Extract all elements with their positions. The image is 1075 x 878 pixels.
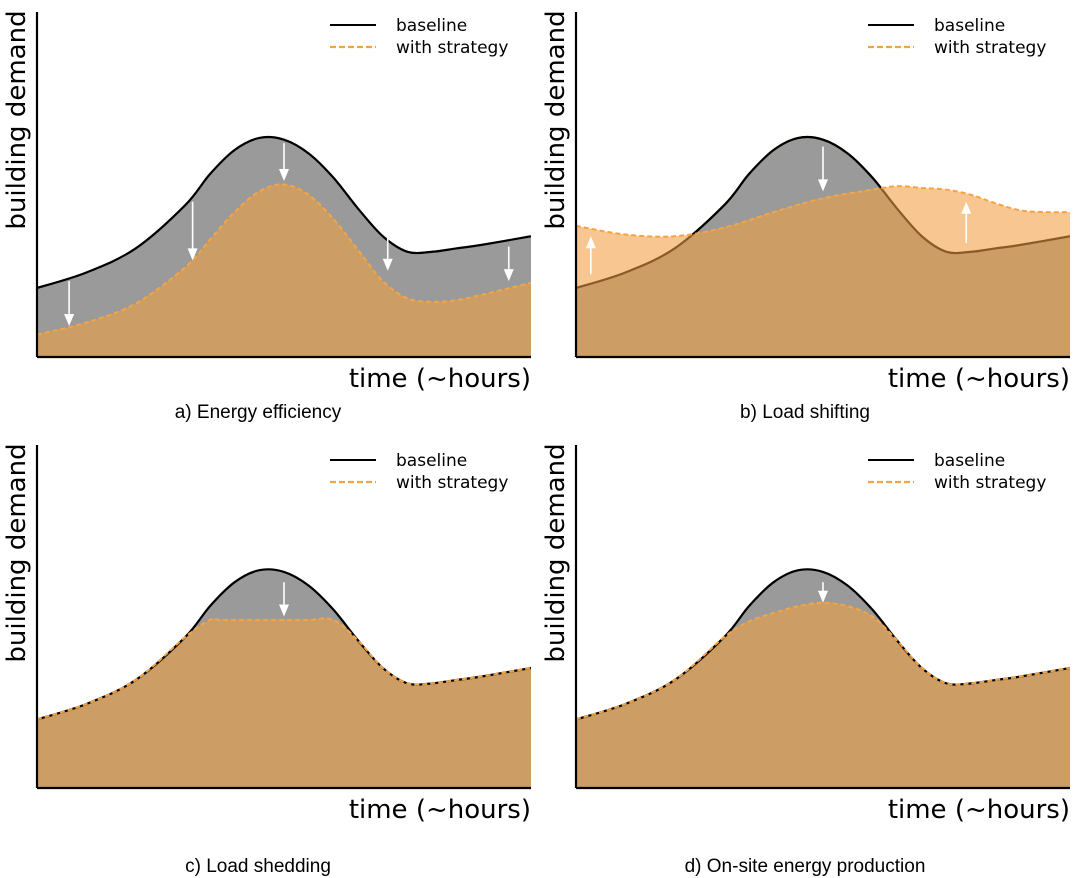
panel-caption: a) Energy efficiency: [175, 402, 342, 423]
baseline-line: [37, 135, 531, 290]
legend-label-baseline: baseline: [934, 451, 1005, 471]
area-layers: [37, 135, 531, 357]
y-axis-label: building demand: [2, 443, 32, 662]
strategy-line: [37, 183, 531, 336]
legend-label-baseline: baseline: [396, 16, 467, 36]
arrow-up-icon: [585, 236, 596, 275]
arrow-down-icon: [64, 281, 75, 326]
legend-label-baseline: baseline: [396, 451, 467, 471]
strategy-line: [576, 185, 1070, 238]
area-layers: [576, 568, 1070, 788]
baseline-line-peak: [576, 135, 1070, 237]
legend-label-strategy: with strategy: [934, 473, 1046, 493]
y-axis-label: building demand: [2, 10, 32, 229]
baseline-line: [576, 568, 1070, 721]
strategy-line: [37, 617, 531, 721]
strategy-area: [37, 184, 531, 357]
arrow-down-icon: [503, 246, 514, 282]
x-axis-label: time (~hours): [349, 795, 531, 825]
panel-caption: d) On-site energy production: [685, 856, 926, 877]
area-layers: [576, 135, 1070, 357]
area-layers: [37, 568, 531, 788]
strategy-area: [37, 618, 531, 788]
arrow-down-icon: [279, 582, 289, 617]
arrow-up-icon: [961, 201, 972, 244]
arrow-down-icon: [818, 582, 828, 603]
y-axis-label: building demand: [541, 10, 571, 229]
panel-on-site-energy-production: time (~hours) building demand d) On-site e…: [541, 443, 1070, 877]
panel-load-shifting: time (~hours) building demand b) Load shif…: [541, 10, 1070, 423]
arrow-down-icon: [279, 143, 289, 182]
arrow-down-icon: [382, 236, 393, 271]
panel-energy-efficiency: time (~hours) building demand a) Energy ef…: [2, 10, 531, 423]
x-axis-label: time (~hours): [349, 364, 531, 394]
arrow-down-icon: [187, 201, 198, 261]
panel-caption: b) Load shifting: [740, 402, 870, 423]
panel-caption: c) Load shedding: [185, 856, 331, 877]
strategy-area: [576, 602, 1070, 788]
x-axis-label: time (~hours): [888, 795, 1070, 825]
legend-label-baseline: baseline: [934, 16, 1005, 36]
arrow-down-icon: [818, 146, 828, 192]
x-axis-label: time (~hours): [888, 364, 1070, 394]
panel-load-shedding: time (~hours) building demand c) Load shed…: [2, 443, 531, 877]
legend-label-strategy: with strategy: [396, 38, 508, 58]
legend-label-strategy: with strategy: [396, 473, 508, 493]
y-axis-label: building demand: [541, 443, 571, 662]
legend-label-strategy: with strategy: [934, 38, 1046, 58]
